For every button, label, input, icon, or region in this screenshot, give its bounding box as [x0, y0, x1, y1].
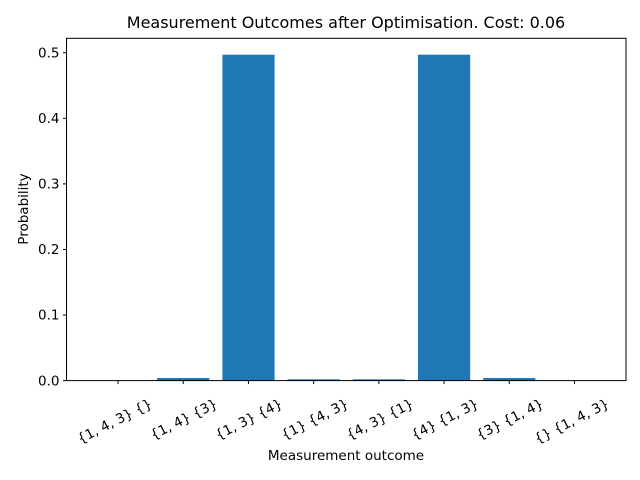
y-tick-label: 0.1 [38, 308, 59, 324]
y-tick-label: 0.0 [38, 373, 59, 389]
y-tick-label: 0.3 [38, 177, 59, 193]
bar-1 [157, 378, 210, 381]
bar-2 [222, 54, 275, 381]
bar-5 [418, 54, 471, 381]
chart-title: Measurement Outcomes after Optimisation.… [126, 13, 566, 32]
bar-6 [483, 378, 536, 381]
y-tick-label: 0.2 [38, 242, 59, 258]
y-tick-label: 0.5 [38, 45, 59, 61]
x-axis-label: Measurement outcome [267, 448, 425, 464]
y-tick-label: 0.4 [38, 111, 59, 127]
bar-4 [352, 379, 405, 381]
plot-border [66, 37, 627, 382]
bar-3 [287, 379, 340, 381]
